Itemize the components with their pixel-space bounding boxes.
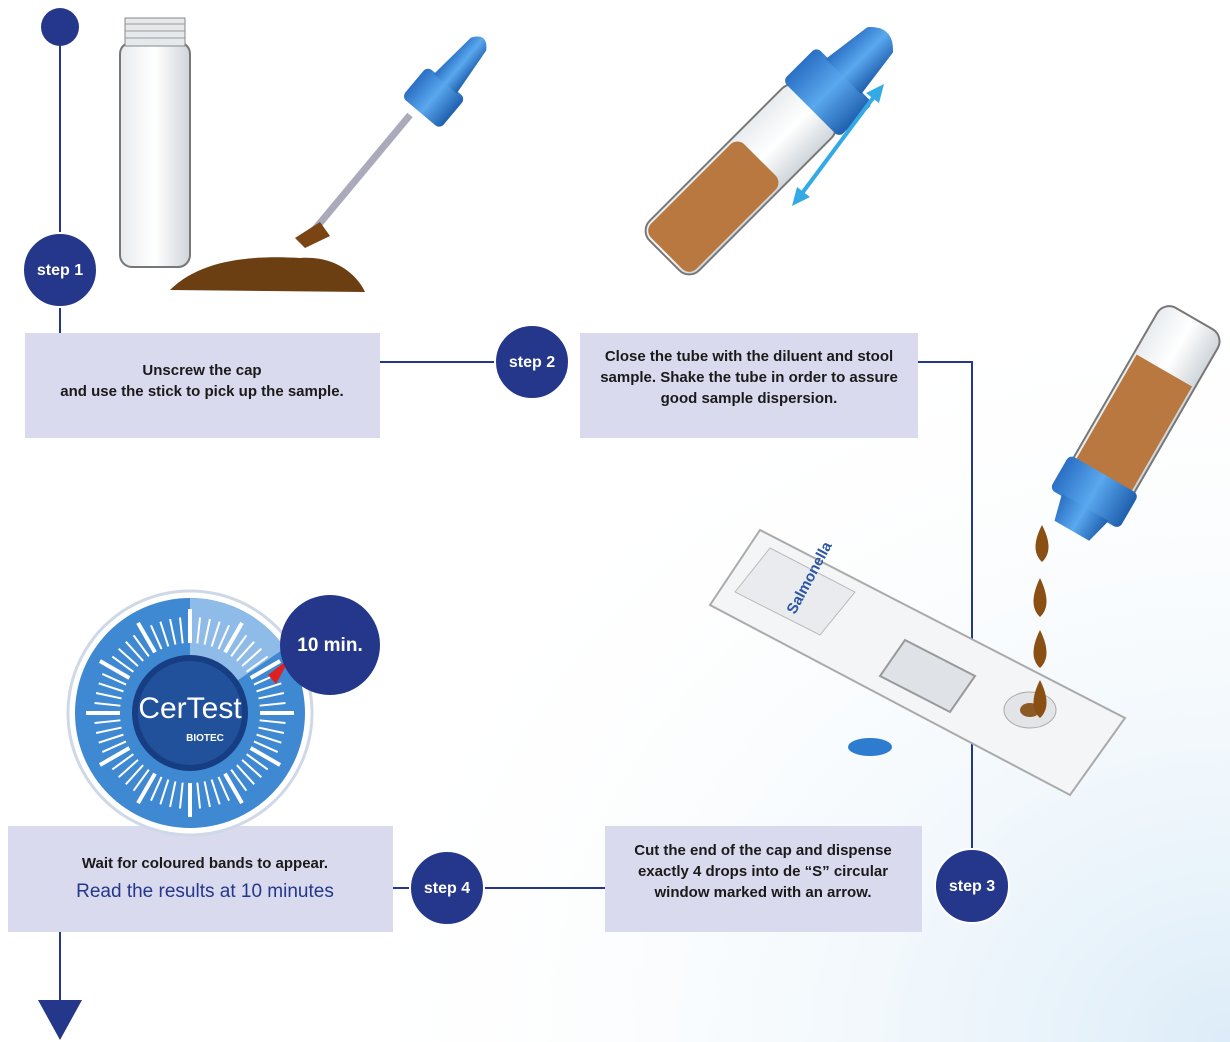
step-badge: step 1 bbox=[23, 233, 97, 307]
time-label: 10 min. bbox=[297, 635, 362, 656]
brand: CerTest bbox=[138, 692, 242, 725]
step-badge: step 3 bbox=[935, 849, 1009, 923]
step-text: Close the tube with the diluent and stoo… bbox=[605, 348, 893, 365]
step-text: window marked with an arrow. bbox=[654, 884, 872, 901]
step-badge: step 4 bbox=[410, 851, 484, 925]
page: {"steps": [ {"label": "step 1", "lines":… bbox=[0, 0, 1230, 1042]
step-text: exactly 4 drops into de “S” circular bbox=[638, 863, 888, 880]
step-text: good sample dispersion. bbox=[661, 390, 838, 407]
step-highlight: Read the results at 10 minutes bbox=[76, 881, 334, 902]
step-label: step 1 bbox=[37, 262, 83, 279]
step-text: Cut the end of the cap and dispense bbox=[634, 842, 892, 859]
step-text: and use the stick to pick up the sample. bbox=[60, 383, 343, 400]
time-badge: 10 min. bbox=[280, 595, 380, 695]
brand-sub: BIOTEC bbox=[186, 733, 224, 744]
step-text: Wait for coloured bands to appear. bbox=[82, 855, 328, 872]
step-text: Unscrew the cap bbox=[142, 362, 261, 379]
step-badge: step 2 bbox=[495, 325, 569, 399]
step-label: step 3 bbox=[949, 878, 995, 895]
step-label: step 2 bbox=[509, 354, 555, 371]
step-label: step 4 bbox=[424, 880, 470, 897]
step-text: sample. Shake the tube in order to assur… bbox=[600, 369, 898, 386]
diagram: Unscrew the cap and use the stick to pic… bbox=[0, 0, 1230, 1042]
step-box bbox=[8, 826, 393, 932]
timer: CerTest BIOTEC bbox=[68, 591, 312, 835]
